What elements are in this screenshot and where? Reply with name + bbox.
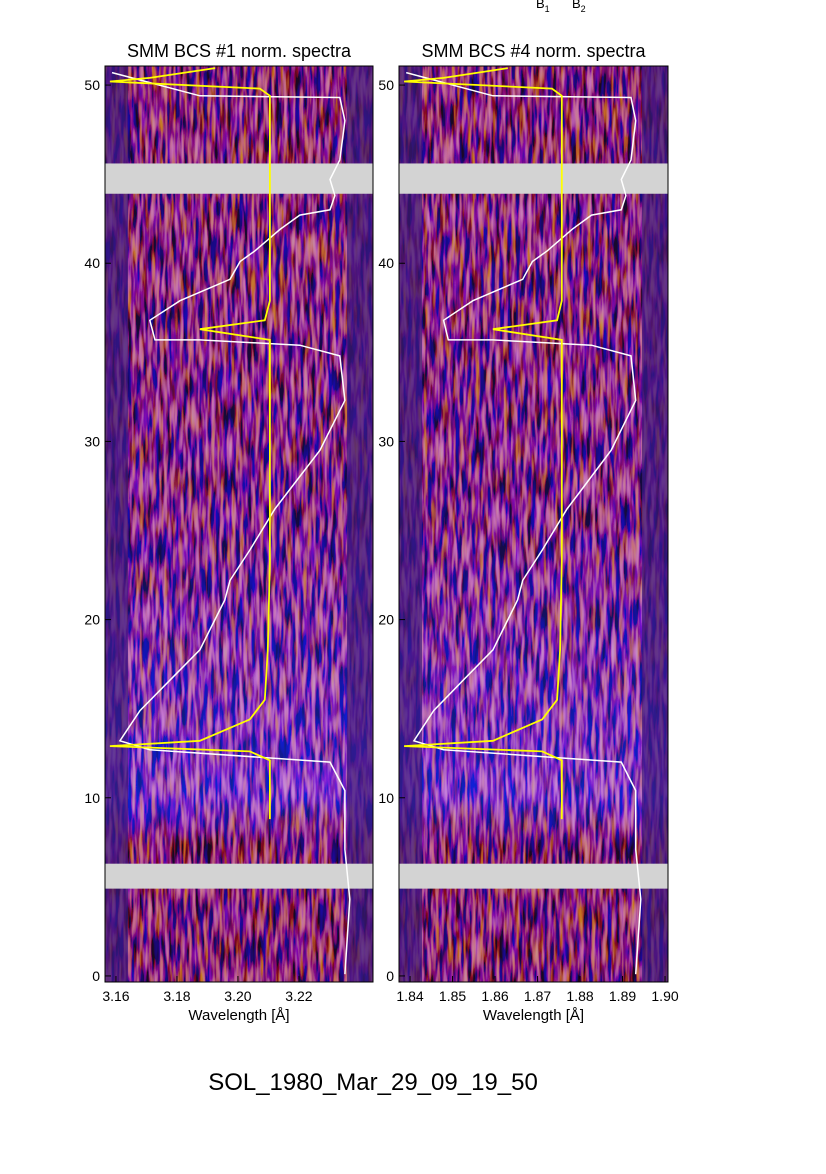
x-tick-label: 3.16 [102,988,129,1004]
x-tick-label: 1.84 [396,988,423,1004]
data-gap [105,163,373,194]
y-tick-label: 0 [386,968,394,984]
curve [406,71,642,975]
y-tick-label: 10 [84,790,100,806]
spectrogram-texture [105,66,373,982]
curve [111,71,351,975]
y-tick-label: 30 [378,433,394,449]
x-axis-label: Wavelength [Å] [188,1007,289,1024]
y-tick-label: 0 [92,968,100,984]
side-strip [399,66,422,982]
y-tick-label: 20 [378,612,394,628]
side-strip [105,66,128,982]
data-gap [399,863,668,889]
y-tick-label: 10 [378,790,394,806]
annotation-text: B [572,0,581,11]
annotation-subscript: 2 [581,4,586,14]
data-gap [105,863,373,889]
curve [109,67,271,820]
y-tick-label: 20 [84,612,100,628]
y-tick-label: 40 [84,255,100,271]
spectrogram-texture [399,66,668,982]
plot-frame [104,65,374,983]
x-tick-label: 3.22 [285,988,312,1004]
x-tick-label: 1.85 [439,988,466,1004]
annotation: B1 [536,0,550,14]
side-strip [347,66,373,982]
y-tick-label: 30 [84,433,100,449]
y-tick-label: 50 [84,77,100,93]
panel-title: SMM BCS #4 norm. spectra [421,41,646,61]
panel-title: SMM BCS #1 norm. spectra [127,41,352,61]
y-tick-label: 50 [378,77,394,93]
x-axis-label: Wavelength [Å] [483,1007,584,1024]
curve [404,67,563,820]
annotation-subscript: 1 [545,4,550,14]
x-tick-label: 3.20 [224,988,251,1004]
plot-frame [398,65,669,983]
x-tick-label: 1.88 [566,988,593,1004]
x-tick-label: 1.89 [609,988,636,1004]
x-tick-label: 1.86 [481,988,508,1004]
y-tick-label: 40 [378,255,394,271]
side-strip [642,66,668,982]
footer-title: SOL_1980_Mar_29_09_19_50 [208,1069,538,1096]
x-tick-label: 3.18 [163,988,190,1004]
x-tick-label: 1.90 [651,988,678,1004]
x-tick-label: 1.87 [524,988,551,1004]
annotation-text: B [536,0,545,11]
annotation: B2 [572,0,586,14]
